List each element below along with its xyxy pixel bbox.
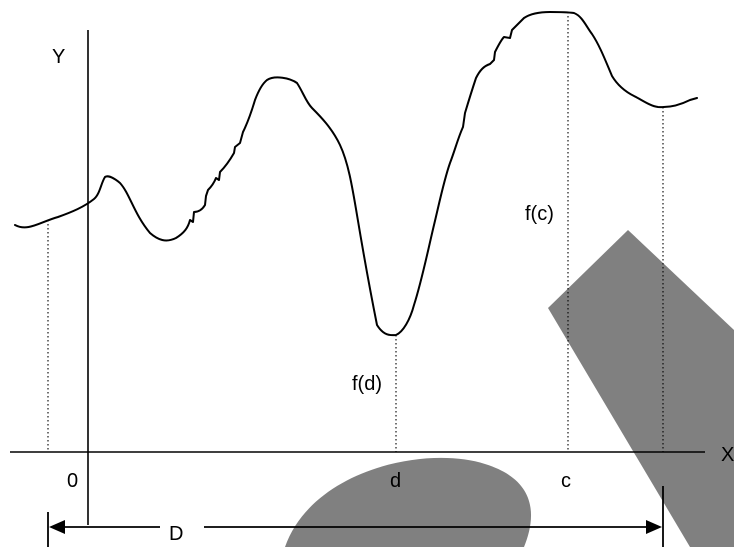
domain-dimension (47, 486, 664, 547)
fd-value-label: f(d) (352, 373, 382, 395)
watermark-logo (285, 230, 734, 547)
domain-label: D (169, 523, 183, 545)
c-point-label: c (561, 470, 571, 492)
watermark-arc-shape (285, 457, 532, 547)
origin-label: 0 (67, 470, 78, 492)
d-point-label: d (390, 470, 401, 492)
x-axis-label: X (721, 444, 734, 466)
domain-arrowhead-left (49, 520, 65, 534)
domain-arrowhead-right (646, 520, 662, 534)
function-curve (14, 11, 698, 337)
watermark-diagonal-shape (548, 230, 734, 547)
fc-value-label: f(c) (525, 203, 554, 225)
y-axis-label: Y (52, 46, 65, 68)
